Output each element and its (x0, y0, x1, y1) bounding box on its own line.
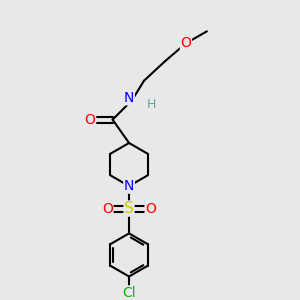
Text: O: O (85, 112, 96, 127)
Text: H: H (147, 98, 156, 111)
Text: O: O (181, 36, 191, 50)
Text: N: N (124, 179, 134, 193)
Text: N: N (124, 91, 134, 105)
Text: Cl: Cl (122, 286, 136, 300)
Text: O: O (145, 202, 156, 215)
Text: O: O (102, 202, 113, 215)
Text: S: S (124, 201, 134, 216)
